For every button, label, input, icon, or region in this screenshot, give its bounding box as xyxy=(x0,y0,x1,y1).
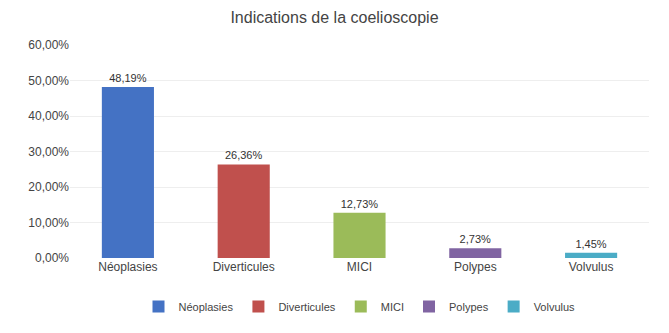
svg-text:Polypes: Polypes xyxy=(449,301,489,313)
svg-text:50,00%: 50,00% xyxy=(28,74,69,88)
svg-text:Indications de la coelioscopie: Indications de la coelioscopie xyxy=(230,9,438,26)
svg-text:48,19%: 48,19% xyxy=(109,72,147,84)
svg-text:MICI: MICI xyxy=(381,301,404,313)
svg-text:1,45%: 1,45% xyxy=(575,238,606,250)
svg-text:0,00%: 0,00% xyxy=(35,251,69,265)
svg-text:20,00%: 20,00% xyxy=(28,180,69,194)
svg-text:Volvulus: Volvulus xyxy=(569,260,614,274)
svg-text:Néoplasies: Néoplasies xyxy=(98,260,157,274)
svg-text:2,73%: 2,73% xyxy=(460,233,491,245)
svg-text:Volvulus: Volvulus xyxy=(534,301,575,313)
svg-text:Diverticules: Diverticules xyxy=(278,301,335,313)
svg-text:Néoplasies: Néoplasies xyxy=(179,301,234,313)
svg-text:26,36%: 26,36% xyxy=(225,149,263,161)
svg-text:10,00%: 10,00% xyxy=(28,216,69,230)
svg-text:60,00%: 60,00% xyxy=(28,38,69,52)
svg-text:Polypes: Polypes xyxy=(454,260,497,274)
svg-text:40,00%: 40,00% xyxy=(28,109,69,123)
svg-text:MICI: MICI xyxy=(347,260,372,274)
svg-text:Diverticules: Diverticules xyxy=(213,260,275,274)
svg-text:12,73%: 12,73% xyxy=(341,198,379,210)
svg-text:30,00%: 30,00% xyxy=(28,145,69,159)
